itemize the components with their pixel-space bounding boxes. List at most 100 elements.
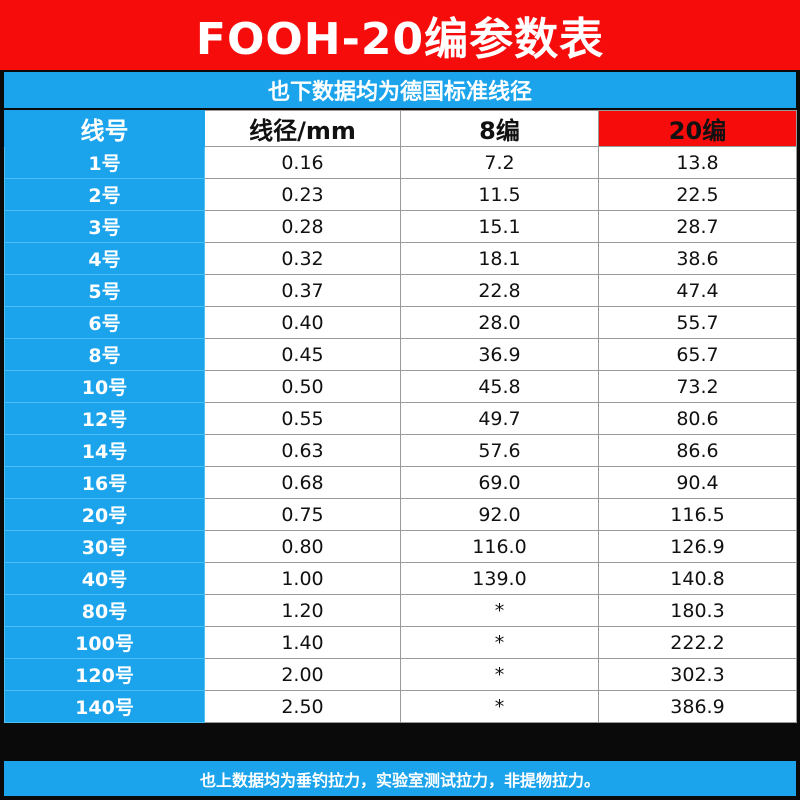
cell-line-number: 40号 xyxy=(4,562,205,595)
table-row: 120号 2.00 * 302.3 xyxy=(4,658,797,691)
cell-diameter: 1.40 xyxy=(204,626,401,659)
cell-line-number: 5号 xyxy=(4,274,205,307)
cell-diameter: 0.55 xyxy=(204,402,401,435)
cell-8-braid: * xyxy=(400,626,599,659)
cell-20-braid: 116.5 xyxy=(598,498,797,531)
cell-diameter: 0.28 xyxy=(204,210,401,243)
table-row: 140号 2.50 * 386.9 xyxy=(4,690,797,723)
cell-line-number: 4号 xyxy=(4,242,205,275)
cell-8-braid: 139.0 xyxy=(400,562,599,595)
cell-diameter: 2.50 xyxy=(204,690,401,723)
cell-20-braid: 22.5 xyxy=(598,178,797,211)
cell-8-braid: 45.8 xyxy=(400,370,599,403)
cell-line-number: 140号 xyxy=(4,690,205,723)
cell-diameter: 1.20 xyxy=(204,594,401,627)
cell-8-braid: 22.8 xyxy=(400,274,599,307)
header-line-number: 线号 xyxy=(4,110,205,147)
cell-line-number: 100号 xyxy=(4,626,205,659)
table-row: 10号 0.50 45.8 73.2 xyxy=(4,370,797,403)
cell-8-braid: 15.1 xyxy=(400,210,599,243)
cell-line-number: 10号 xyxy=(4,370,205,403)
cell-20-braid: 13.8 xyxy=(598,146,797,179)
cell-8-braid: 28.0 xyxy=(400,306,599,339)
cell-line-number: 16号 xyxy=(4,466,205,499)
table-row: 14号 0.63 57.6 86.6 xyxy=(4,434,797,467)
cell-8-braid: 11.5 xyxy=(400,178,599,211)
cell-line-number: 1号 xyxy=(4,146,205,179)
cell-8-braid: 36.9 xyxy=(400,338,599,371)
table-row: 80号 1.20 * 180.3 xyxy=(4,594,797,627)
cell-8-braid: * xyxy=(400,594,599,627)
cell-diameter: 0.75 xyxy=(204,498,401,531)
footer-note: 也上数据均为垂钓拉力，实验室测试拉力，非提物拉力。 xyxy=(4,761,796,796)
cell-line-number: 12号 xyxy=(4,402,205,435)
table-row: 2号 0.23 11.5 22.5 xyxy=(4,178,797,211)
cell-diameter: 0.45 xyxy=(204,338,401,371)
cell-line-number: 14号 xyxy=(4,434,205,467)
cell-20-braid: 90.4 xyxy=(598,466,797,499)
cell-diameter: 0.63 xyxy=(204,434,401,467)
cell-diameter: 0.23 xyxy=(204,178,401,211)
cell-20-braid: 140.8 xyxy=(598,562,797,595)
cell-diameter: 2.00 xyxy=(204,658,401,691)
table-row: 8号 0.45 36.9 65.7 xyxy=(4,338,797,371)
parameter-table: 线号 线径/mm 8编 20编 1号 0.16 7.2 13.8 2号 0.23 11.5 2… xyxy=(4,110,797,723)
table-header-row: 线号 线径/mm 8编 20编 xyxy=(4,110,797,147)
table-row: 4号 0.32 18.1 38.6 xyxy=(4,242,797,275)
cell-line-number: 3号 xyxy=(4,210,205,243)
cell-line-number: 6号 xyxy=(4,306,205,339)
cell-diameter: 1.00 xyxy=(204,562,401,595)
cell-20-braid: 222.2 xyxy=(598,626,797,659)
table-row: 30号 0.80 116.0 126.9 xyxy=(4,530,797,563)
header-20-braid: 20编 xyxy=(598,110,797,147)
table-row: 5号 0.37 22.8 47.4 xyxy=(4,274,797,307)
cell-line-number: 30号 xyxy=(4,530,205,563)
table-row: 16号 0.68 69.0 90.4 xyxy=(4,466,797,499)
cell-line-number: 2号 xyxy=(4,178,205,211)
cell-20-braid: 55.7 xyxy=(598,306,797,339)
cell-diameter: 0.32 xyxy=(204,242,401,275)
cell-line-number: 120号 xyxy=(4,658,205,691)
cell-8-braid: 57.6 xyxy=(400,434,599,467)
cell-20-braid: 386.9 xyxy=(598,690,797,723)
cell-20-braid: 86.6 xyxy=(598,434,797,467)
cell-8-braid: 49.7 xyxy=(400,402,599,435)
cell-20-braid: 126.9 xyxy=(598,530,797,563)
header-8-braid: 8编 xyxy=(400,110,599,147)
table-row: 20号 0.75 92.0 116.5 xyxy=(4,498,797,531)
cell-line-number: 80号 xyxy=(4,594,205,627)
header-diameter: 线径/mm xyxy=(204,110,401,147)
cell-20-braid: 302.3 xyxy=(598,658,797,691)
table-row: 3号 0.28 15.1 28.7 xyxy=(4,210,797,243)
cell-20-braid: 80.6 xyxy=(598,402,797,435)
cell-diameter: 0.37 xyxy=(204,274,401,307)
cell-8-braid: 92.0 xyxy=(400,498,599,531)
cell-8-braid: 7.2 xyxy=(400,146,599,179)
cell-diameter: 0.40 xyxy=(204,306,401,339)
cell-diameter: 0.16 xyxy=(204,146,401,179)
cell-20-braid: 73.2 xyxy=(598,370,797,403)
table-row: 6号 0.40 28.0 55.7 xyxy=(4,306,797,339)
table-row: 100号 1.40 * 222.2 xyxy=(4,626,797,659)
cell-diameter: 0.68 xyxy=(204,466,401,499)
cell-line-number: 20号 xyxy=(4,498,205,531)
cell-20-braid: 180.3 xyxy=(598,594,797,627)
cell-20-braid: 38.6 xyxy=(598,242,797,275)
table-row: 12号 0.55 49.7 80.6 xyxy=(4,402,797,435)
table-body: 1号 0.16 7.2 13.8 2号 0.23 11.5 22.5 3号 0.28 15.1 28.… xyxy=(4,146,797,723)
cell-8-braid: 116.0 xyxy=(400,530,599,563)
cell-20-braid: 47.4 xyxy=(598,274,797,307)
cell-line-number: 8号 xyxy=(4,338,205,371)
cell-diameter: 0.50 xyxy=(204,370,401,403)
table-row: 1号 0.16 7.2 13.8 xyxy=(4,146,797,179)
cell-8-braid: 69.0 xyxy=(400,466,599,499)
cell-8-braid: 18.1 xyxy=(400,242,599,275)
cell-diameter: 0.80 xyxy=(204,530,401,563)
cell-8-braid: * xyxy=(400,658,599,691)
cell-8-braid: * xyxy=(400,690,599,723)
page-title: FOOH-20编参数表 xyxy=(0,0,800,70)
cell-20-braid: 28.7 xyxy=(598,210,797,243)
subtitle-banner: 也下数据均为德国标准线径 xyxy=(4,72,796,108)
cell-20-braid: 65.7 xyxy=(598,338,797,371)
table-row: 40号 1.00 139.0 140.8 xyxy=(4,562,797,595)
